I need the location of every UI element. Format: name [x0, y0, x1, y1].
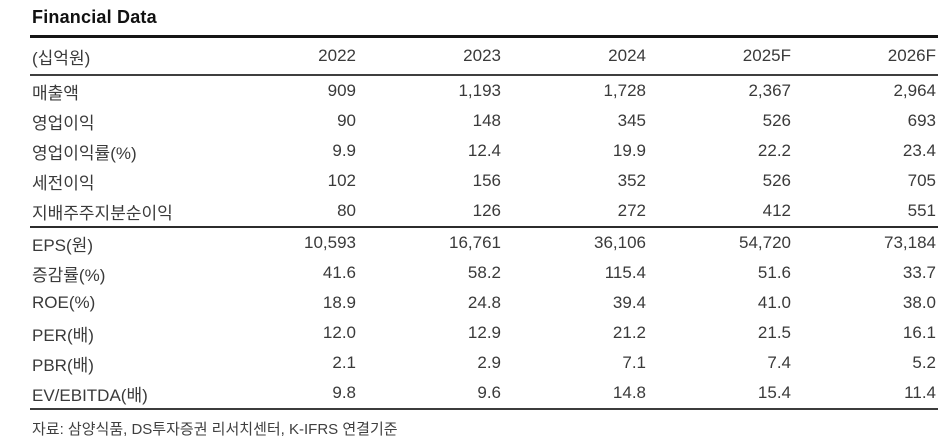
cell-value: 9.6: [477, 383, 501, 402]
cell-value: 551: [907, 201, 936, 220]
cell-value: 126: [472, 201, 501, 220]
cell-value: 12.9: [467, 323, 501, 342]
cell-value: 526: [762, 111, 791, 130]
cell-value: 693: [907, 111, 936, 130]
table-row: PBR(배) 2.1 2.9 7.1 7.4 5.2: [30, 348, 938, 378]
table-header-row: (십억원) 2022 2023 2024 2025F 2026F: [30, 36, 938, 76]
cell-value: 15.4: [757, 383, 791, 402]
cell-value: 18.9: [322, 293, 356, 312]
cell-value: 1,728: [603, 81, 646, 100]
cell-value: 16,761: [358, 226, 503, 258]
cell-value: 7.4: [767, 353, 791, 372]
page-title: Financial Data: [32, 7, 157, 27]
cell-value: 9.9: [332, 141, 356, 160]
cell-value: 156: [472, 171, 501, 190]
cell-value: 352: [617, 171, 646, 190]
cell-value: 12.4: [467, 141, 501, 160]
cell-value: 345: [617, 111, 646, 130]
cell-value: 21.5: [757, 323, 791, 342]
table-row: 영업이익률(%) 9.9 12.4 19.9 22.2 23.4: [30, 136, 938, 166]
financial-data-section: Financial Data (십억원) 2022 2023 2024 2025…: [30, 7, 938, 439]
column-header: 2023: [358, 36, 503, 76]
cell-value: 51.6: [757, 263, 791, 282]
cell-value: 909: [327, 81, 356, 100]
cell-value: 23.4: [902, 141, 936, 160]
table-row: 영업이익 90 148 345 526 693: [30, 106, 938, 136]
source-note: 자료: 삼양식품, DS투자증권 리서치센터, K-IFRS 연결기준: [32, 421, 398, 438]
table-row: EV/EBITDA(배) 9.8 9.6 14.8 15.4 11.4: [30, 378, 938, 409]
cell-value: 19.9: [612, 141, 646, 160]
cell-value: 12.0: [322, 323, 356, 342]
cell-value: 90: [337, 111, 356, 130]
row-label: 영업이익: [32, 113, 95, 133]
cell-value: 33.7: [902, 263, 936, 282]
cell-value: 9.8: [332, 383, 356, 402]
table-row: ROE(%) 18.9 24.8 39.4 41.0 38.0: [30, 288, 938, 318]
cell-value: 73,184: [793, 226, 938, 258]
cell-value: 24.8: [467, 293, 501, 312]
cell-value: 16.1: [902, 323, 936, 342]
column-header: 2026F: [793, 36, 938, 76]
cell-value: 10,593: [213, 226, 358, 258]
row-label: 세전이익: [32, 173, 95, 193]
unit-header: (십억원): [30, 36, 213, 76]
cell-value: 21.2: [612, 323, 646, 342]
cell-value: 115.4: [604, 263, 646, 282]
cell-value: 2,367: [748, 81, 791, 100]
cell-value: 148: [472, 111, 501, 130]
row-label: EPS(원): [30, 226, 213, 258]
cell-value: 7.1: [622, 353, 646, 372]
cell-value: 1,193: [458, 81, 501, 100]
table-row: EPS(원) 10,593 16,761 36,106 54,720 73,18…: [30, 226, 938, 258]
table-row: 매출액 909 1,193 1,728 2,367 2,964: [30, 75, 938, 106]
column-header: 2024: [503, 36, 648, 76]
cell-value: 38.0: [902, 293, 936, 312]
cell-value: 11.4: [904, 383, 936, 402]
table-row: PER(배) 12.0 12.9 21.2 21.5 16.1: [30, 318, 938, 348]
cell-value: 41.0: [757, 293, 791, 312]
cell-value: 705: [907, 171, 936, 190]
row-label: PER(배): [32, 325, 94, 345]
cell-value: 412: [762, 201, 791, 220]
row-label: 증감률(%): [32, 265, 106, 285]
row-label: 매출액: [32, 83, 79, 103]
cell-value: 2.9: [477, 353, 501, 372]
table-row: 세전이익 102 156 352 526 705: [30, 166, 938, 196]
cell-value: 102: [327, 171, 356, 190]
row-label: PBR(배): [32, 355, 94, 375]
cell-value: 54,720: [648, 226, 793, 258]
cell-value: 5.2: [912, 353, 936, 372]
cell-value: 39.4: [612, 293, 646, 312]
cell-value: 36,106: [503, 226, 648, 258]
table-row: 지배주주지분순이익 80 126 272 412 551: [30, 196, 938, 227]
cell-value: 41.6: [322, 263, 356, 282]
financial-table: (십억원) 2022 2023 2024 2025F 2026F 매출액 909…: [30, 35, 938, 410]
cell-value: 80: [337, 201, 356, 220]
table-row: 증감률(%) 41.6 58.2 115.4 51.6 33.7: [30, 258, 938, 288]
cell-value: 2.1: [332, 353, 356, 372]
row-label: 영업이익률(%): [32, 143, 137, 163]
cell-value: 272: [617, 201, 646, 220]
row-label: EV/EBITDA(배): [32, 385, 148, 405]
cell-value: 22.2: [757, 141, 791, 160]
column-header: 2025F: [648, 36, 793, 76]
cell-value: 14.8: [612, 383, 646, 402]
cell-value: 526: [762, 171, 791, 190]
row-label: 지배주주지분순이익: [32, 203, 173, 223]
cell-value: 58.2: [467, 263, 501, 282]
cell-value: 2,964: [893, 81, 936, 100]
row-label: ROE(%): [32, 293, 96, 312]
column-header: 2022: [213, 36, 358, 76]
